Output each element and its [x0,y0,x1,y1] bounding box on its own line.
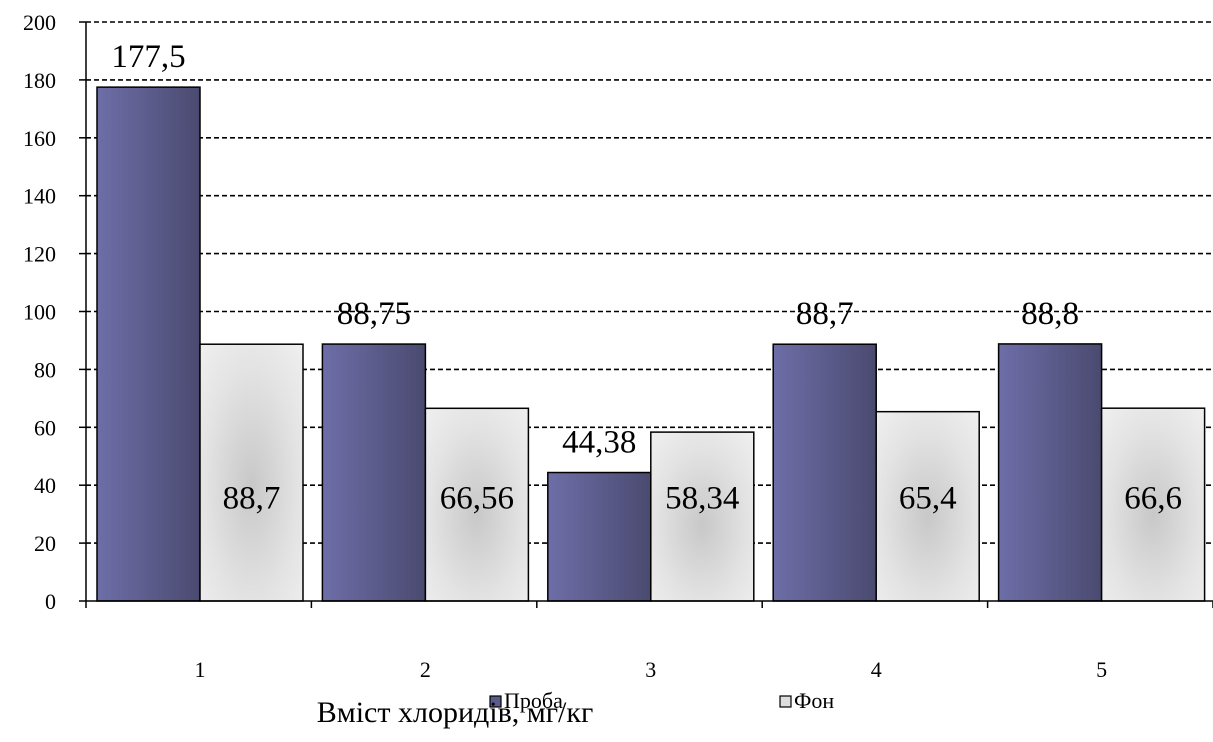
bar-fon [199,343,304,602]
bar-proba [772,343,877,602]
legend-label-proba: Проба [504,688,563,713]
y-tick-label: 100 [23,300,56,325]
bar-proba [997,343,1103,602]
legend-label-fon: Фон [794,688,834,713]
bar-proba [547,471,652,602]
y-tick-label: 80 [34,357,56,382]
data-label-fon: 65,4 [899,480,957,516]
legend: Проба Фон [489,688,834,713]
x-tick-label: 4 [871,657,882,682]
y-tick-label: 20 [34,531,56,556]
legend-swatch-proba [489,695,502,708]
y-tick-label: 160 [23,126,56,151]
y-tick-label: 40 [34,473,56,498]
bars [96,86,1206,602]
y-tick-label: 140 [23,184,56,209]
data-label-proba: 88,8 [1021,296,1079,332]
x-tick-label: 5 [1096,657,1107,682]
axes: 0 20 40 60 80 100 120 140 160 180 200 1 2 3 4 5 [23,10,1213,682]
data-label-proba: 88,75 [337,296,411,332]
data-label-fon: 58,34 [665,480,739,516]
x-tick-label: 1 [195,657,206,682]
x-tick-label: 2 [420,657,431,682]
x-axis-title: Вміст хлоридів, мг/кг [317,696,594,729]
bar-fon [875,410,980,602]
y-tick-label: 60 [34,415,56,440]
y-tick-label: 120 [23,242,56,267]
bar-fon [650,431,755,602]
data-label-proba: 44,38 [562,425,636,461]
data-label-proba: 177,5 [111,39,185,75]
data-labels: 177,5 88,7 88,75 66,56 44,38 58,34 88,7 65,4 88,… [111,39,1182,516]
y-tick-label: 200 [23,10,56,35]
legend-swatch-fon [779,695,792,708]
bar-proba [96,86,201,602]
bar-proba [321,343,427,602]
bar-fon [424,407,530,602]
data-label-proba: 88,7 [796,296,854,332]
data-label-fon: 66,56 [440,480,514,516]
data-label-fon: 66,6 [1124,480,1182,516]
y-tick-label: 0 [45,589,56,614]
x-tick-label: 3 [645,657,656,682]
y-tick-label: 180 [23,68,56,93]
data-label-fon: 88,7 [223,480,281,516]
